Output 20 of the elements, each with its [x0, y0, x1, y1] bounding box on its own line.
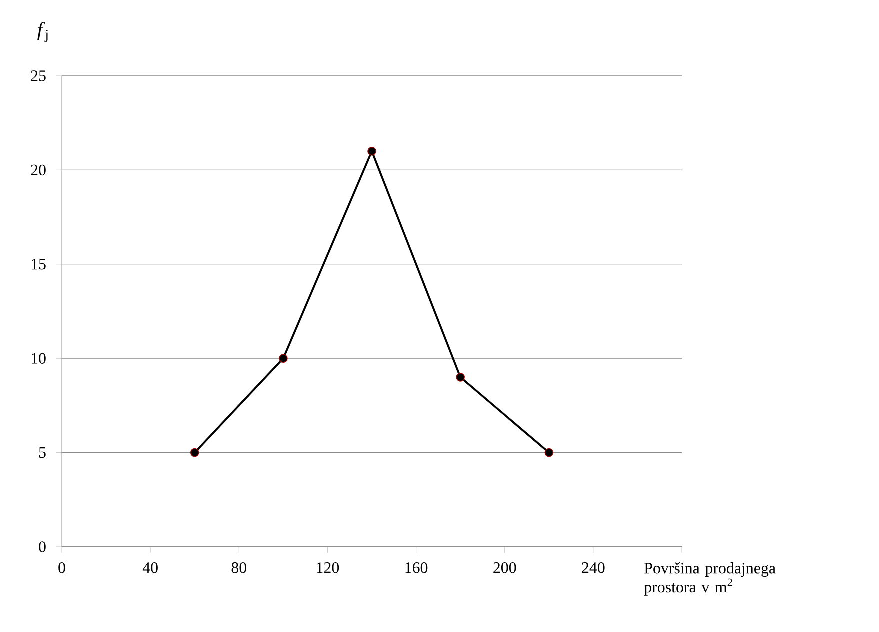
x-tick-label: 200 [494, 562, 516, 574]
y-axis-title: f$_{j}$ [38, 22, 48, 42]
x-tick-label: 0 [58, 562, 66, 574]
y-tick-label: 10 [32, 353, 46, 364]
x-tick-label: 80 [232, 562, 247, 574]
x-tick-label: 160 [406, 562, 428, 574]
y-tick-label: 20 [31, 164, 46, 176]
y-tick-label: 15 [32, 259, 46, 270]
point [368, 146, 376, 156]
y-tick-label: 25 [31, 70, 46, 82]
point [456, 373, 465, 382]
x-tick-label: 40 [142, 562, 158, 574]
point [279, 354, 288, 363]
point [544, 448, 554, 458]
y-tick-label: 0 [39, 542, 46, 552]
y-tick-label: 5 [39, 447, 46, 458]
point [190, 448, 200, 458]
x-tick-label: 120 [317, 562, 340, 574]
x-tick-label: 240 [582, 562, 605, 574]
x-axis-title: Površina prodajnega prostora v m$^{2}$ [644, 562, 776, 596]
